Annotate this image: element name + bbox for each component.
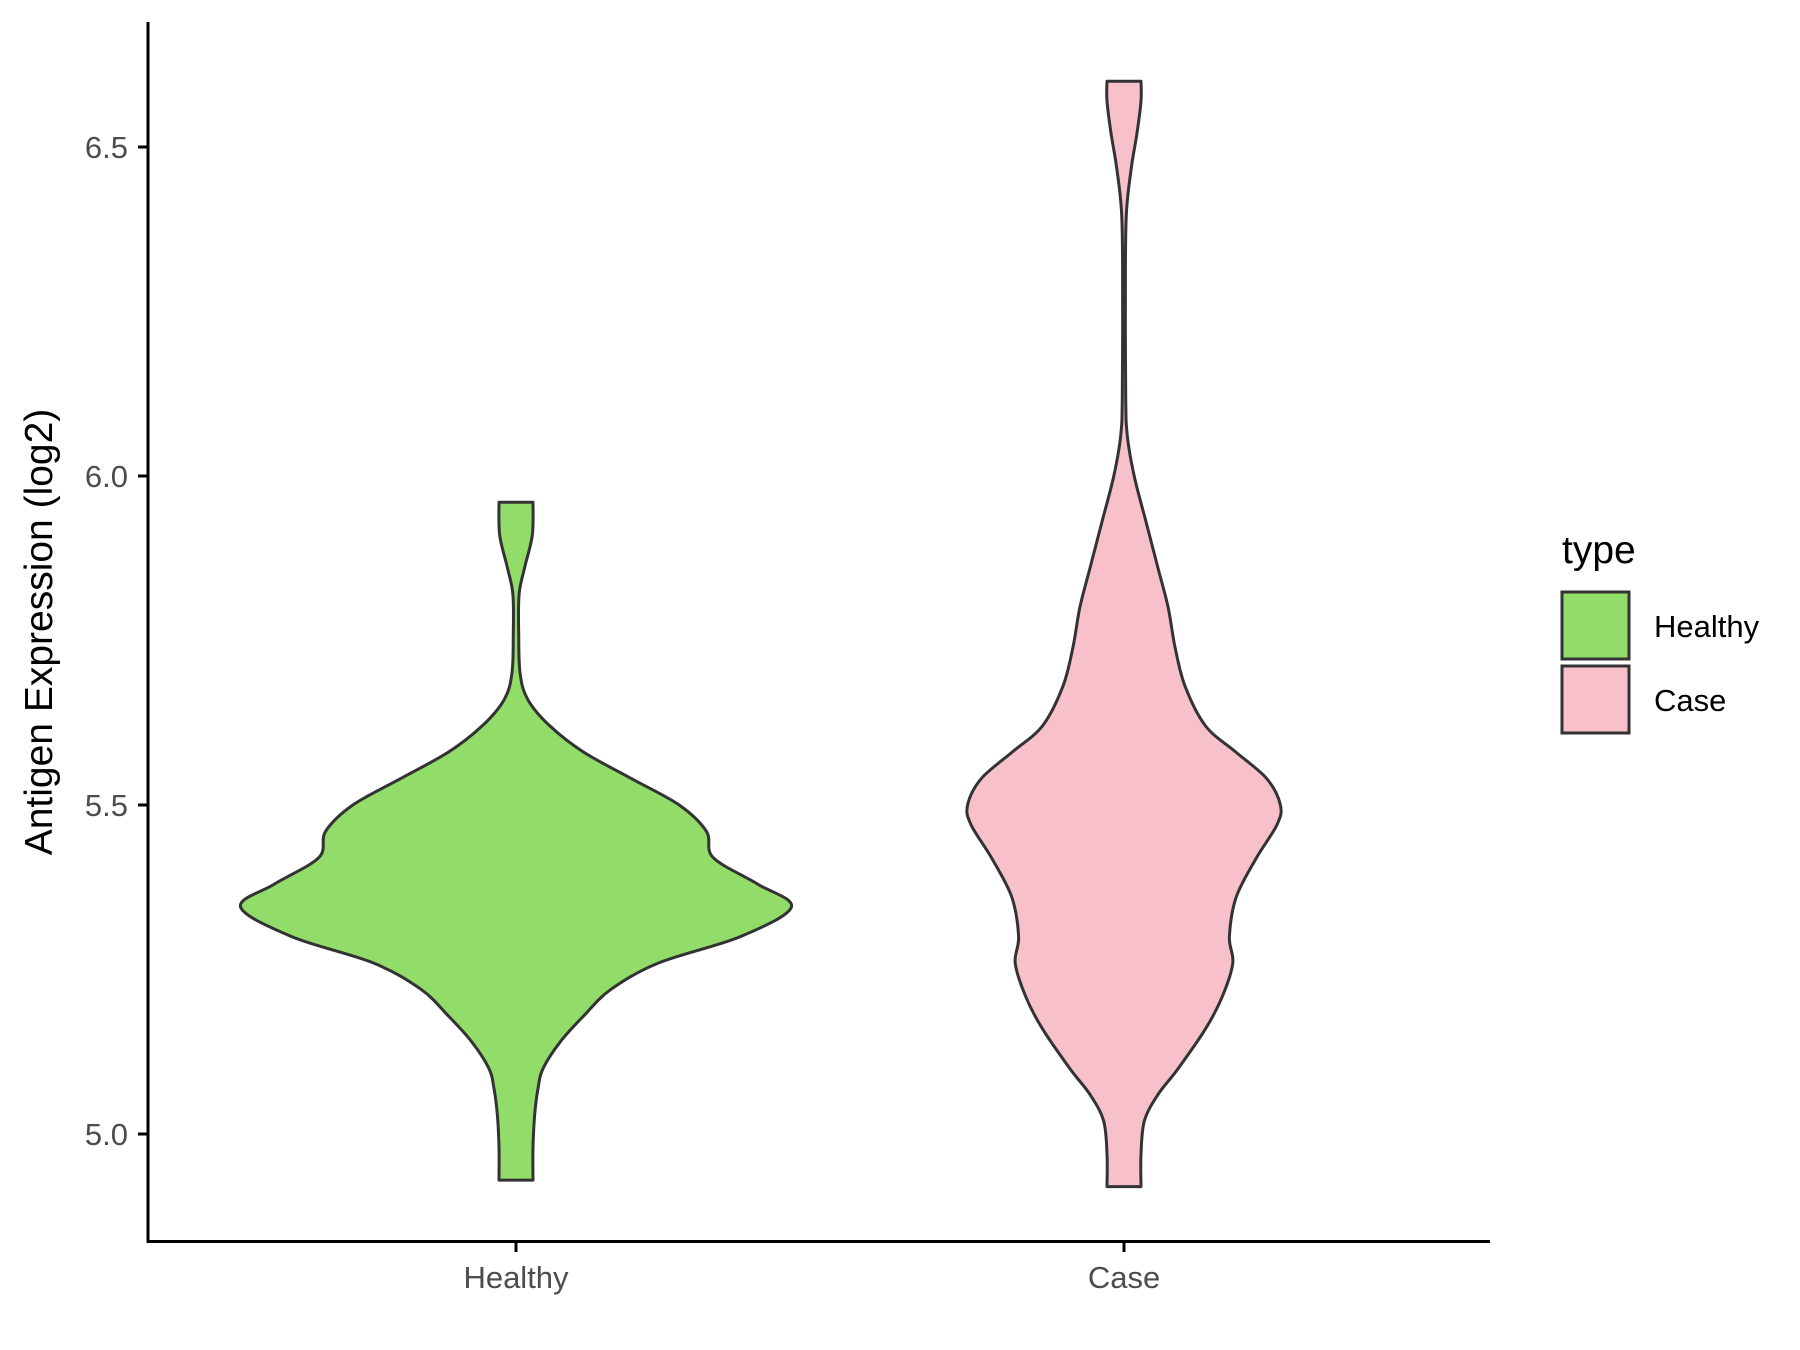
violin-healthy [239, 500, 793, 1182]
y-axis: 5.0 5.5 6.0 6.5 [85, 22, 150, 1243]
x-tick-label: Healthy [463, 1260, 569, 1295]
violin-case [965, 79, 1283, 1189]
legend-label-case: Case [1654, 683, 1726, 718]
legend-label-healthy: Healthy [1654, 609, 1760, 644]
legend-swatch-healthy [1560, 590, 1631, 661]
y-axis-title: Antigen Expression (log2) [18, 409, 61, 856]
legend-swatch-case [1560, 664, 1631, 735]
y-tick-label: 6.5 [85, 130, 128, 165]
y-tick-label: 5.5 [85, 788, 128, 823]
y-tick-label: 5.0 [85, 1117, 128, 1152]
legend: type Healthy Case [1560, 529, 1760, 735]
plot-violins [239, 79, 1283, 1189]
y-tick-label: 6.0 [85, 459, 128, 494]
x-axis: Healthy Case [146, 1240, 1490, 1295]
x-tick-label: Case [1088, 1260, 1160, 1295]
legend-title: type [1562, 529, 1636, 572]
